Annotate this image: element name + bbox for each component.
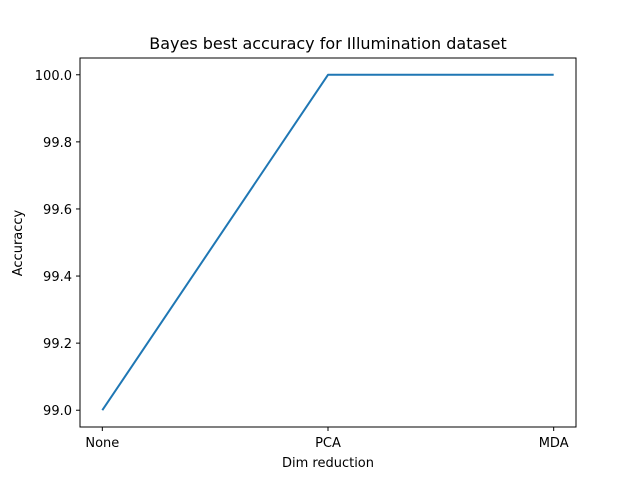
y-tick-label: 99.0: [43, 404, 72, 419]
x-axis: None PCA MDA: [85, 427, 569, 451]
series-line: [101, 73, 554, 411]
y-tick-label: 99.2: [43, 337, 72, 352]
y-tick-label: 99.6: [43, 203, 72, 218]
y-tick-label: 99.4: [43, 270, 72, 285]
x-tick-label: None: [85, 436, 119, 451]
x-tick-label: PCA: [315, 436, 341, 451]
plot-area: None PCA MDA 99.0 99.2 99.4 99.6 99.8 100.0: [35, 57, 577, 451]
y-axis-label: Accuraccy: [11, 209, 26, 276]
x-tick-label: MDA: [539, 436, 569, 451]
y-axis: 99.0 99.2 99.4 99.6 99.8 100.0: [35, 69, 80, 419]
series-layer: [101, 73, 554, 411]
chart-title: Bayes best accuracy for Illumination dat…: [149, 34, 507, 53]
x-axis-label: Dim reduction: [282, 456, 374, 471]
y-tick-label: 99.8: [43, 136, 72, 151]
y-tick-label: 100.0: [35, 69, 72, 84]
